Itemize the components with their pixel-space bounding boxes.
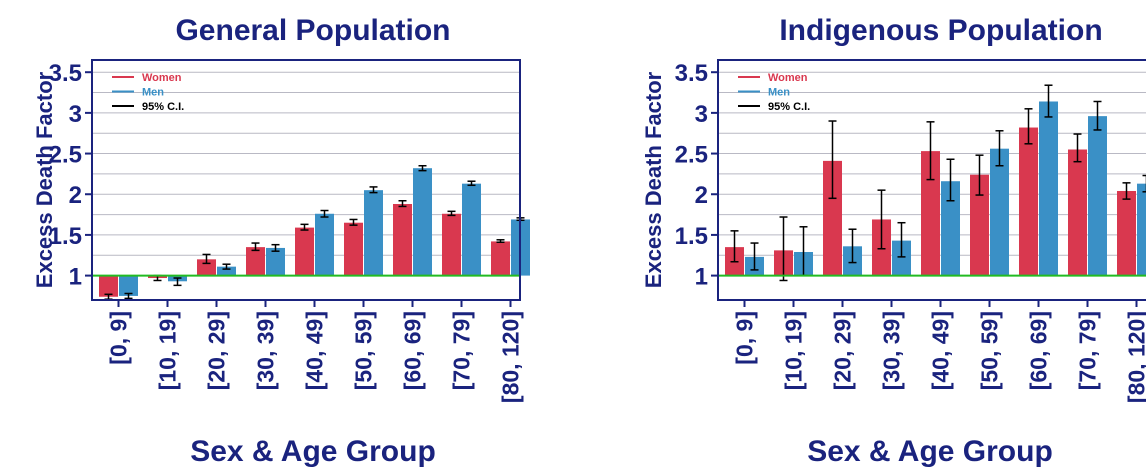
x-tick-label: [80, 120] [1124, 311, 1146, 403]
bar [970, 174, 989, 276]
legend-label: 95% C.I. [142, 101, 184, 113]
chart-general-population: General Population Excess Death Factor S… [32, 14, 530, 468]
legend-label: Men [768, 87, 790, 99]
bar [491, 241, 510, 276]
bar [941, 181, 960, 276]
plot-area: 1 1.5 2 2.5 3 3.5 [0, 9] [10, 19] [20, 29] [30, 3… [675, 59, 1146, 403]
y-tick-label: 2.5 [675, 142, 708, 169]
bar [315, 213, 334, 276]
bar [921, 151, 940, 276]
x-tick-label: [40, 49] [302, 311, 328, 390]
legend-label: Women [142, 72, 182, 84]
bar [119, 275, 138, 296]
bar [393, 204, 412, 276]
x-tick-label: [50, 59] [351, 311, 377, 390]
chart-indigenous-population: Indigenous Population Excess Death Facto… [641, 14, 1146, 468]
bar [462, 183, 481, 276]
plot-frame [717, 59, 1146, 301]
legend-label: Men [142, 87, 164, 99]
chart-title: General Population [175, 14, 450, 47]
x-tick-label: [30, 39] [253, 311, 279, 390]
x-axis-label: Sex & Age Group [190, 435, 436, 468]
x-tick-label: [70, 79] [1075, 311, 1101, 390]
bar [1137, 183, 1146, 276]
bar [364, 190, 383, 276]
legend-label: 95% C.I. [768, 101, 810, 113]
y-tick-label: 3.5 [675, 60, 708, 87]
chart-title: Indigenous Population [779, 14, 1102, 47]
x-axis-label: Sex & Age Group [807, 435, 1053, 468]
bar [266, 247, 285, 276]
y-tick-label: 1.5 [49, 223, 82, 250]
bar [1019, 127, 1038, 276]
bar [197, 259, 216, 276]
y-tick-label: 3 [69, 101, 82, 128]
x-tick-label: [60, 69] [400, 311, 426, 390]
bar [99, 275, 118, 297]
x-tick-label: [0, 9] [106, 311, 132, 365]
bar [1039, 101, 1058, 276]
bar [1088, 116, 1107, 276]
y-tick-label: 2 [695, 182, 708, 209]
x-tick-label: [60, 69] [1026, 311, 1052, 390]
bar [344, 222, 363, 276]
y-tick-label: 3.5 [49, 60, 82, 87]
y-tick-label: 1.5 [675, 223, 708, 250]
y-axis-label: Excess Death Factor [641, 71, 666, 288]
x-tick-label: [0, 9] [732, 311, 758, 365]
bar [442, 213, 461, 276]
y-axis-label: Excess Death Factor [32, 71, 57, 288]
bar [990, 148, 1009, 276]
bar [1117, 190, 1136, 276]
plot-frame [91, 59, 521, 301]
bar [413, 168, 432, 276]
bar [1068, 149, 1087, 276]
bar [246, 247, 265, 276]
bar [217, 266, 236, 276]
x-tick-label: [30, 39] [879, 311, 905, 390]
legend-label: Women [768, 72, 808, 84]
bar [892, 240, 911, 276]
x-tick-label: [10, 19] [155, 311, 181, 390]
plot-area: 1 1.5 2 2.5 3 3.5 [0, 9] [10, 19] [20, 29] [30, 3… [49, 59, 530, 403]
y-tick-label: 1 [695, 264, 708, 291]
bar [295, 227, 314, 276]
x-tick-label: [50, 59] [977, 311, 1003, 390]
bar [823, 160, 842, 276]
x-tick-label: [40, 49] [928, 311, 954, 390]
x-tick-label: [20, 29] [830, 311, 856, 390]
x-tick-label: [20, 29] [204, 311, 230, 390]
x-tick-label: [80, 120] [498, 311, 524, 403]
y-tick-label: 2.5 [49, 142, 82, 169]
y-tick-label: 1 [69, 264, 82, 291]
x-tick-label: [10, 19] [781, 311, 807, 390]
x-tick-label: [70, 79] [449, 311, 475, 390]
y-tick-label: 3 [695, 101, 708, 128]
y-tick-label: 2 [69, 182, 82, 209]
